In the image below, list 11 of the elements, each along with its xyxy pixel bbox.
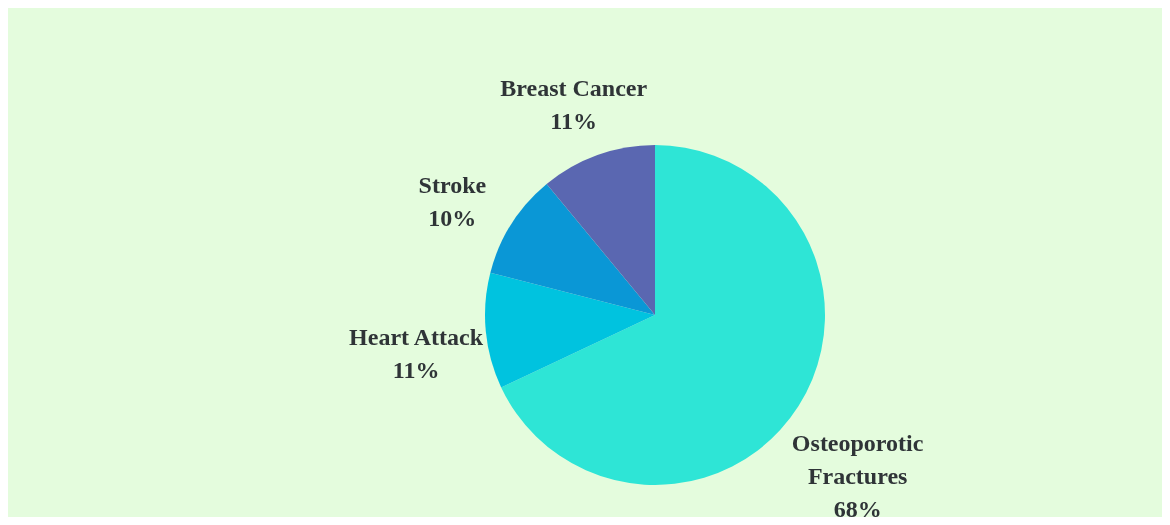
data-label: 11% — [392, 356, 440, 383]
data-label: 11% — [550, 108, 598, 135]
slice-label: Stroke — [418, 172, 487, 199]
data-label: 68% — [833, 495, 882, 522]
slice-label: Osteoporotic Fractures — [791, 429, 924, 489]
pie-slice — [485, 272, 655, 388]
data-label: 10% — [428, 205, 477, 232]
pie-slice — [546, 145, 655, 315]
slice-label: Breast Cancer — [500, 75, 648, 102]
slice-label: Heart Attack — [349, 323, 484, 350]
pie-slice — [490, 184, 655, 315]
